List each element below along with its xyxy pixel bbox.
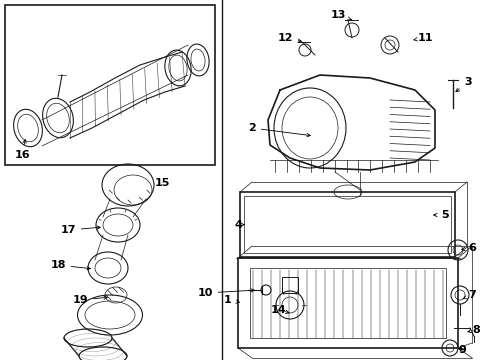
Text: 13: 13 — [329, 10, 350, 20]
Text: 16: 16 — [14, 140, 30, 160]
Text: 1: 1 — [224, 295, 239, 305]
Text: 7: 7 — [462, 290, 475, 300]
Text: 19: 19 — [72, 295, 107, 305]
Text: 17: 17 — [60, 225, 100, 235]
Text: 14: 14 — [270, 305, 288, 315]
Bar — [238, 258, 457, 348]
Text: 15: 15 — [154, 178, 169, 188]
Text: 11: 11 — [413, 33, 432, 43]
Bar — [240, 192, 454, 257]
Text: 8: 8 — [467, 325, 479, 335]
Bar — [244, 196, 450, 253]
Text: 2: 2 — [247, 123, 310, 137]
Text: 4: 4 — [234, 220, 244, 230]
Text: 5: 5 — [433, 210, 448, 220]
Bar — [249, 268, 445, 338]
Text: 10: 10 — [197, 288, 254, 298]
Bar — [5, 5, 215, 165]
Text: 6: 6 — [461, 243, 475, 253]
Text: 12: 12 — [277, 33, 301, 43]
Text: 9: 9 — [457, 345, 465, 355]
Text: 18: 18 — [50, 260, 90, 270]
Text: 3: 3 — [455, 77, 471, 92]
Bar — [282, 277, 297, 293]
